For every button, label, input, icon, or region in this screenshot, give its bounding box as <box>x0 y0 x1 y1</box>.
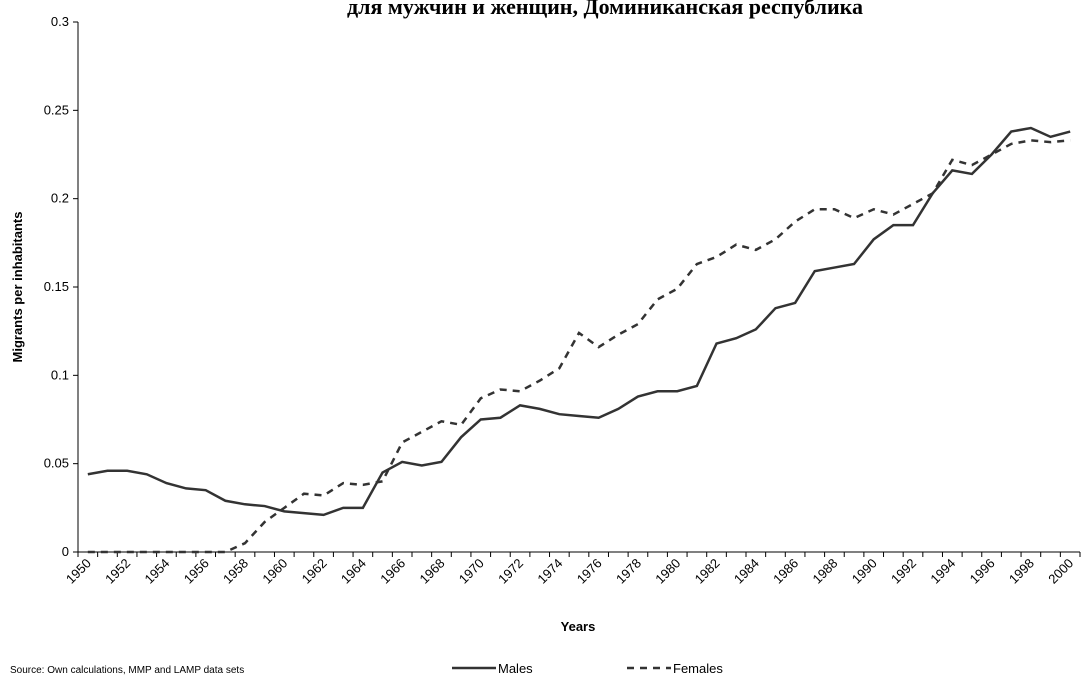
line-series <box>87 139 1071 554</box>
x-tick-label: 1956 <box>181 556 212 587</box>
x-tick-label: 1974 <box>534 556 565 587</box>
source-note: Source: Own calculations, MMP and LAMP d… <box>10 665 244 676</box>
x-tick-label: 1984 <box>731 556 762 587</box>
y-tick-label: 0.2 <box>51 191 69 206</box>
x-tick-label: 1980 <box>652 556 683 587</box>
x-tick-label: 1964 <box>338 556 369 587</box>
x-tick-label: 1966 <box>377 556 408 587</box>
x-tick-label: 1996 <box>967 556 998 587</box>
x-tick-label: 1954 <box>141 556 172 587</box>
x-tick-label: 1986 <box>770 556 801 587</box>
x-tick-label: 1990 <box>849 556 880 587</box>
x-tick-label: 1988 <box>809 556 840 587</box>
x-tick-label: 1970 <box>456 556 487 587</box>
x-tick-label: 1968 <box>417 556 448 587</box>
y-tick-label: 0.05 <box>44 456 69 471</box>
x-tick-label: 1998 <box>1006 556 1037 587</box>
y-tick-label: 0.1 <box>51 367 69 382</box>
line-series <box>87 126 1071 517</box>
x-tick-label: 1976 <box>574 556 605 587</box>
y-axis-title: Migrants per inhabitants <box>10 212 25 363</box>
x-tick-label: 1978 <box>613 556 644 587</box>
y-tick-label: 0.15 <box>44 279 69 294</box>
x-tick-label: 1994 <box>927 556 958 587</box>
chart-title: для мужчин и женщин, Доминиканская респу… <box>347 0 863 19</box>
x-tick-label: 2000 <box>1045 556 1076 587</box>
x-tick-label: 1992 <box>888 556 919 587</box>
x-tick-label: 1982 <box>692 556 723 587</box>
x-tick-label: 1962 <box>299 556 330 587</box>
x-tick-label: 1958 <box>220 556 251 587</box>
y-tick-label: 0.25 <box>44 102 69 117</box>
x-tick-label: 1960 <box>259 556 290 587</box>
x-tick-label: 1950 <box>63 556 94 587</box>
x-tick-label: 1972 <box>495 556 526 587</box>
legend-label: Females <box>673 661 723 676</box>
legend-label: Males <box>498 661 533 676</box>
x-tick-label: 1952 <box>102 556 133 587</box>
y-tick-label: 0.3 <box>51 14 69 29</box>
y-tick-label: 0 <box>62 544 69 559</box>
x-axis-title: Years <box>561 619 596 634</box>
